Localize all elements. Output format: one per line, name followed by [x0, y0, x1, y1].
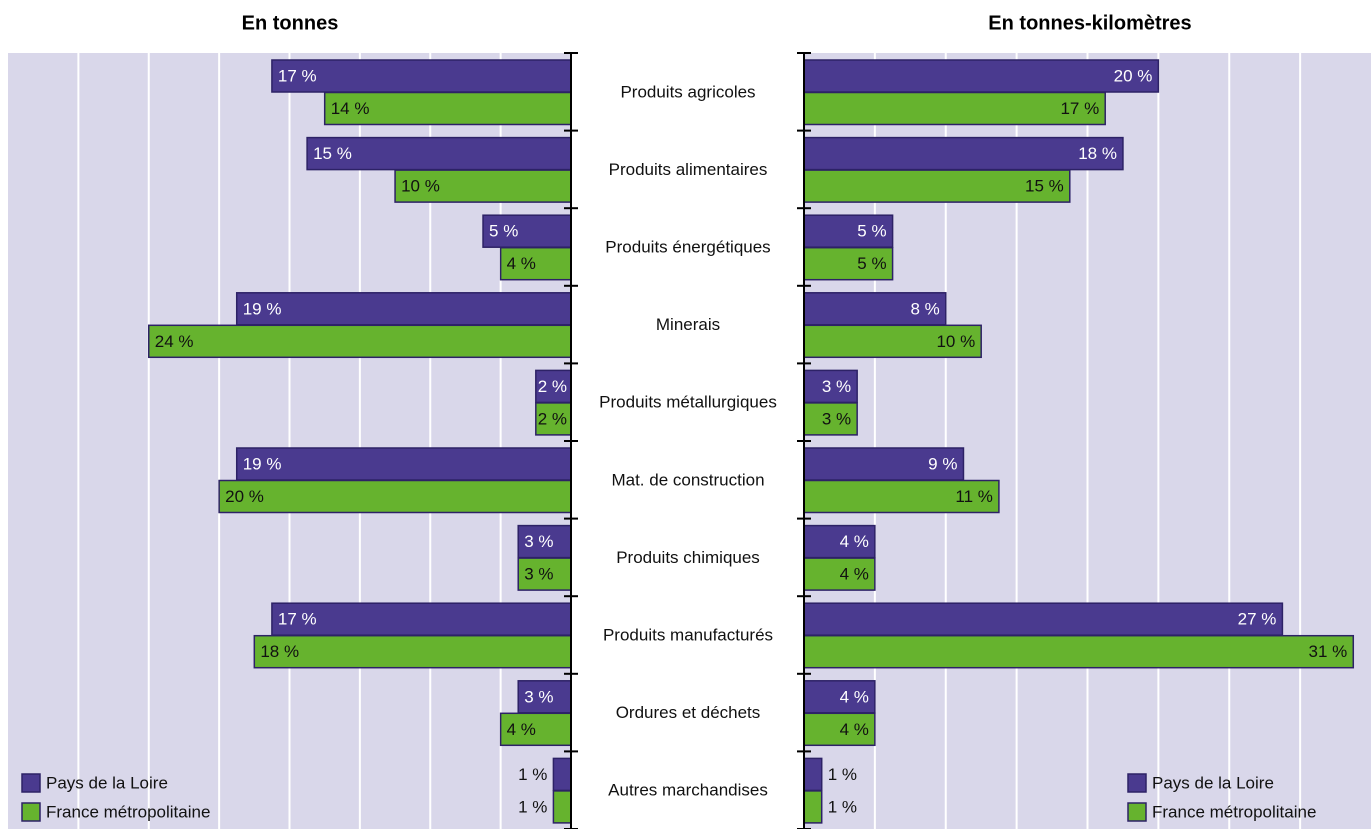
bar [803, 136, 1124, 171]
value-label: 3 % [822, 377, 851, 396]
legend-swatch [21, 773, 41, 793]
category-label: Produits chimiques [616, 548, 760, 567]
category-label: Mat. de construction [611, 470, 764, 489]
legend-swatch [1127, 802, 1147, 822]
bar [271, 59, 572, 93]
category-label: Produits agricoles [620, 82, 755, 101]
value-label: 4 % [840, 565, 869, 584]
bar [803, 246, 894, 281]
value-label: 17 % [1060, 99, 1099, 118]
value-label: 4 % [840, 687, 869, 706]
bar [803, 91, 1106, 126]
bar [803, 479, 1000, 514]
bar [803, 602, 1284, 636]
value-label: 18 % [260, 642, 299, 661]
value-label: 19 % [243, 299, 282, 318]
bar [517, 680, 572, 714]
value-label: 18 % [1078, 144, 1117, 163]
category-label: Produits alimentaires [609, 160, 768, 179]
value-label: 24 % [155, 332, 194, 351]
bar [517, 557, 572, 591]
category-label: Produits manufacturés [603, 625, 773, 644]
bar [323, 91, 572, 126]
layer: En tonnes 17 % 15 % 5 % 19 % 2 % 19 % 3 % 17 % 3 … [21, 12, 1355, 829]
value-label: 19 % [243, 454, 282, 473]
bar [235, 447, 572, 481]
value-label: 4 % [840, 720, 869, 739]
category-label: Ordures et déchets [616, 703, 761, 722]
value-label: 4 % [507, 254, 536, 273]
value-label: 14 % [331, 99, 370, 118]
value-label: 3 % [524, 687, 553, 706]
value-label: 15 % [1025, 177, 1064, 196]
value-label: 5 % [857, 254, 886, 273]
category-label: Minerais [656, 315, 720, 334]
bar [803, 524, 876, 559]
value-label: 9 % [928, 454, 957, 473]
bar [218, 479, 572, 514]
value-label: 20 % [225, 487, 264, 506]
value-label: 3 % [822, 409, 851, 428]
bar [803, 757, 823, 792]
value-label: 1 % [518, 765, 547, 784]
bar [803, 402, 858, 436]
legend-label: Pays de la Loire [1152, 773, 1274, 792]
bar [235, 292, 572, 326]
value-label: 10 % [401, 177, 440, 196]
value-label: 17 % [278, 66, 317, 85]
legend-label: France métropolitaine [1152, 802, 1316, 821]
value-label: 4 % [840, 532, 869, 551]
bar [552, 790, 572, 824]
legend-swatch [1127, 773, 1147, 793]
legend-label: Pays de la Loire [46, 773, 168, 792]
value-label: 10 % [936, 332, 975, 351]
value-label: 3 % [524, 565, 553, 584]
value-label: 5 % [489, 222, 518, 241]
bar [253, 634, 572, 669]
panel-title: En tonnes [242, 12, 339, 34]
bar [803, 59, 1160, 93]
value-label: 1 % [828, 765, 857, 784]
bar [803, 712, 876, 747]
category-label: Autres marchandises [608, 781, 768, 800]
bar [148, 324, 572, 359]
value-label: 11 % [955, 487, 993, 506]
bar [803, 790, 823, 824]
bar [803, 169, 1071, 203]
bar [517, 524, 572, 559]
legend-swatch [21, 802, 41, 822]
value-label: 15 % [313, 144, 352, 163]
value-label: 5 % [857, 222, 886, 241]
value-label: 1 % [518, 797, 547, 816]
value-label: 2 % [538, 409, 567, 428]
value-label: 2 % [538, 377, 567, 396]
bar [803, 369, 858, 404]
bar [803, 324, 982, 359]
panel-title: En tonnes-kilomètres [988, 12, 1191, 34]
value-label: 3 % [524, 532, 553, 551]
value-label: 4 % [507, 720, 536, 739]
bar [803, 557, 876, 591]
value-label: 8 % [910, 299, 939, 318]
value-label: 31 % [1309, 642, 1348, 661]
bar [803, 634, 1355, 669]
value-label: 27 % [1238, 610, 1277, 629]
legend-label: France métropolitaine [46, 802, 210, 821]
category-label: Produits énergétiques [605, 237, 770, 256]
bar [535, 402, 572, 436]
bar [271, 602, 572, 636]
value-label: 17 % [278, 610, 317, 629]
bar [803, 214, 894, 248]
value-label: 1 % [828, 797, 857, 816]
bar [552, 757, 572, 792]
value-label: 20 % [1114, 66, 1153, 85]
category-label: Produits métallurgiques [599, 393, 777, 412]
